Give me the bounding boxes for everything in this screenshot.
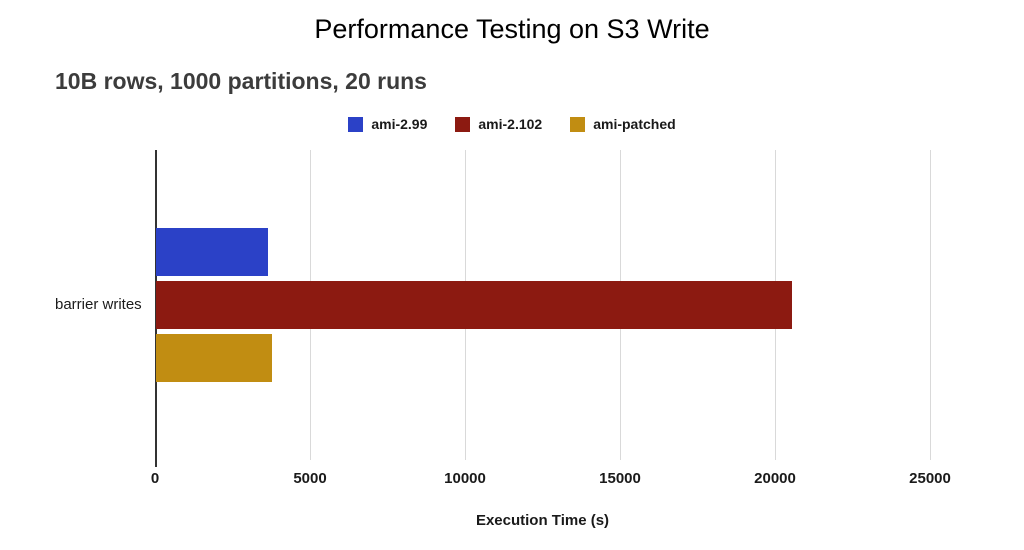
legend-item-ami-patched: ami-patched <box>570 116 676 132</box>
legend: ami-2.99 ami-2.102 ami-patched <box>0 116 1024 132</box>
legend-label-ami-2-99: ami-2.99 <box>371 116 428 132</box>
bar-ami-2.102 <box>156 281 792 329</box>
legend-swatch-ami-patched <box>570 116 586 132</box>
legend-item-ami-2-102: ami-2.102 <box>455 116 542 132</box>
category-label-barrier-writes: barrier writes <box>55 296 142 313</box>
legend-swatch-ami-2-99 <box>348 116 364 132</box>
chart-subtitle: 10B rows, 1000 partitions, 20 runs <box>55 68 427 94</box>
legend-label-ami-2-102: ami-2.102 <box>478 116 543 132</box>
plot-area <box>155 150 931 467</box>
x-tick-label: 15000 <box>599 470 641 487</box>
gridline <box>930 150 931 460</box>
x-tick-label: 0 <box>150 470 160 487</box>
chart-title: Performance Testing on S3 Write <box>314 14 710 44</box>
x-tick-label: 10000 <box>444 470 486 487</box>
x-tick-label: 25000 <box>909 470 951 487</box>
legend-swatch-ami-2-102 <box>455 116 471 132</box>
bar-ami-patched <box>156 334 273 382</box>
legend-item-ami-2-99: ami-2.99 <box>348 116 427 132</box>
x-tick-label: 20000 <box>754 470 796 487</box>
x-tick-label: 5000 <box>293 470 327 487</box>
legend-label-ami-patched: ami-patched <box>593 116 676 132</box>
bar-ami-2.99 <box>156 228 268 276</box>
x-axis-title: Execution Time (s) <box>475 512 610 529</box>
